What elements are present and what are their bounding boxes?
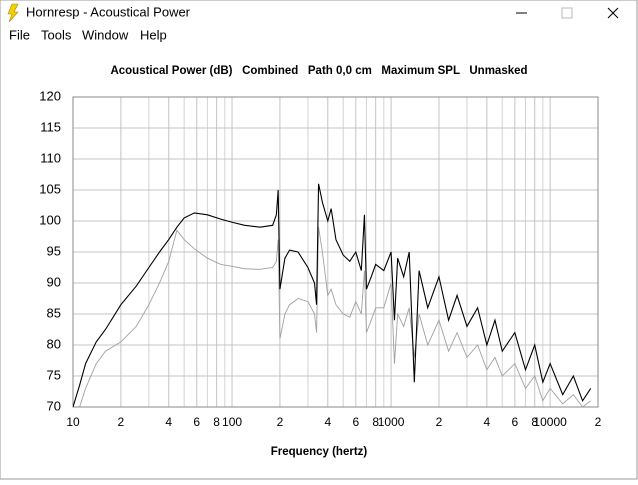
x-tick-label: 8	[213, 415, 220, 429]
y-tick-label: 70	[47, 398, 61, 413]
x-tick-label: 8	[372, 415, 379, 429]
plot-frame	[72, 96, 599, 408]
y-tick-label: 100	[39, 212, 61, 227]
y-tick-label: 105	[39, 181, 61, 196]
menu-item[interactable]: File	[9, 27, 30, 42]
close-button[interactable]	[607, 7, 619, 19]
x-tick-label: 2	[436, 415, 443, 429]
y-tick-label: 115	[40, 119, 61, 134]
menu-bar: File Tools Window Help	[9, 27, 167, 42]
app-icon	[7, 3, 19, 23]
y-tick-label: 110	[40, 150, 61, 165]
y-tick-label: 120	[39, 88, 61, 103]
chart-title: Acoustical Power (dB) Combined Path 0,0 …	[110, 65, 527, 77]
x-tick-label: 6	[511, 415, 518, 429]
chart: Acoustical Power (dB) Combined Path 0,0 …	[39, 65, 601, 458]
menu-item[interactable]: Tools	[41, 27, 72, 42]
x-tick-label: 6	[352, 415, 359, 429]
x-tick-label: 4	[483, 415, 490, 429]
x-tick-label: 6	[193, 415, 200, 429]
x-tick-label: 1000	[378, 415, 405, 429]
x-tick-label: 2	[277, 415, 284, 429]
y-tick-label: 90	[47, 274, 61, 289]
x-tick-label: 4	[324, 415, 331, 429]
maximize-button[interactable]	[561, 7, 573, 19]
x-tick-label: 2	[595, 415, 602, 429]
y-tick-label: 95	[47, 243, 61, 258]
x-tick-label: 10000	[533, 415, 567, 429]
series-line	[73, 183, 592, 408]
x-tick-label: 10	[66, 415, 80, 429]
menu-item[interactable]: Help	[140, 27, 167, 42]
y-tick-label: 85	[47, 305, 61, 320]
y-tick-label: 80	[47, 336, 61, 351]
x-tick-label: 100	[222, 415, 242, 429]
window-title: Hornresp - Acoustical Power	[26, 4, 191, 19]
series-line	[79, 227, 591, 408]
x-tick-label: 8	[531, 415, 538, 429]
x-axis-label: Frequency (hertz)	[271, 446, 368, 458]
menu-item[interactable]: Window	[82, 27, 129, 42]
x-tick-label: 4	[165, 415, 172, 429]
y-tick-label: 75	[47, 367, 61, 382]
x-tick-label: 2	[118, 415, 125, 429]
